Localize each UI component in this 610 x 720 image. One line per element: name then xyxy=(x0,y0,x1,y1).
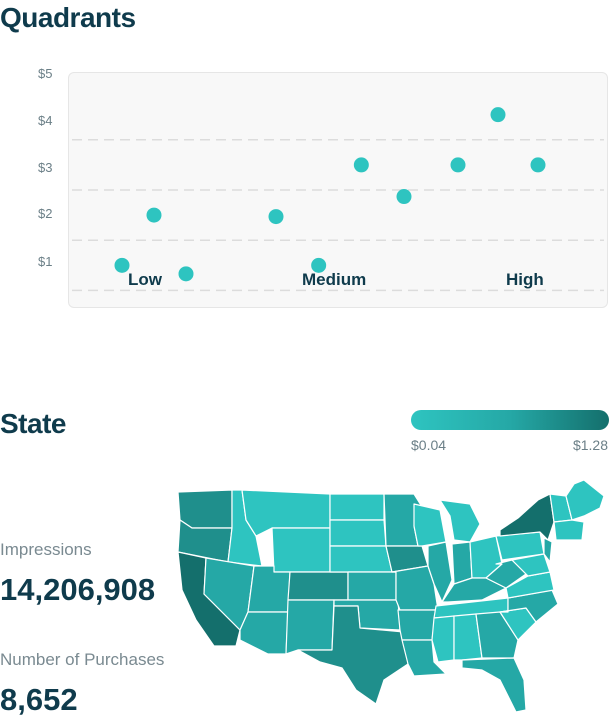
state-shape xyxy=(239,611,289,655)
state-shape xyxy=(461,657,527,713)
state-shape xyxy=(431,615,455,663)
y-tick-label: $4 xyxy=(38,113,53,128)
scatter-point xyxy=(311,257,327,273)
state-shape xyxy=(247,565,291,613)
state-shape xyxy=(511,553,551,577)
state-shape xyxy=(475,611,519,659)
state-shape xyxy=(329,545,393,573)
state-shape xyxy=(329,519,387,547)
scatter-point xyxy=(268,209,284,225)
y-axis-labels: $5 $4 $3 $2 $1 xyxy=(0,0,60,720)
scatter-point xyxy=(146,207,162,223)
state-shape xyxy=(297,605,409,705)
scatter-point xyxy=(450,157,466,173)
state-shape xyxy=(451,541,473,585)
state-shape xyxy=(543,537,553,563)
y-tick-label: $1 xyxy=(38,254,53,269)
y-tick-label: $5 xyxy=(38,66,53,81)
state-shape xyxy=(453,613,483,661)
quadrant-label-medium: Medium xyxy=(302,270,367,289)
scatter-point xyxy=(353,157,369,173)
state-shape xyxy=(565,480,605,521)
impressions-value: 14,206,908 xyxy=(0,572,156,607)
state-shape xyxy=(397,609,437,641)
state-shape xyxy=(499,589,559,623)
state-shape xyxy=(271,527,331,573)
state-title: State xyxy=(0,408,66,439)
quadrant-label-high: High xyxy=(506,270,544,289)
y-tick-label: $2 xyxy=(38,206,53,221)
state-shape xyxy=(499,493,555,541)
us-state-map xyxy=(177,480,605,713)
state-shape xyxy=(553,519,585,541)
quadrants-title: Quadrants xyxy=(0,2,136,33)
legend-min-label: $0.04 xyxy=(411,437,447,453)
scatter-plot xyxy=(72,107,604,292)
quadrant-label-low: Low xyxy=(128,270,162,289)
purchases-value: 8,652 xyxy=(0,682,78,717)
state-shape xyxy=(177,489,233,529)
state-shape xyxy=(439,499,481,543)
scatter-point xyxy=(530,157,546,173)
scatter-point xyxy=(490,107,506,123)
scatter-point xyxy=(114,257,130,273)
scatter-point xyxy=(178,266,194,282)
scatter-point xyxy=(396,189,412,205)
state-shape xyxy=(505,571,555,599)
y-tick-label: $3 xyxy=(38,160,53,175)
state-shape xyxy=(285,599,335,655)
legend-max-label: $1.28 xyxy=(572,437,608,453)
impressions-label: Impressions xyxy=(0,540,92,559)
state-shape xyxy=(287,571,349,601)
state-shape xyxy=(329,493,385,521)
color-scale-legend xyxy=(411,410,609,430)
purchases-label: Number of Purchases xyxy=(0,650,165,669)
state-shape xyxy=(413,503,447,547)
state-shape xyxy=(347,571,397,601)
